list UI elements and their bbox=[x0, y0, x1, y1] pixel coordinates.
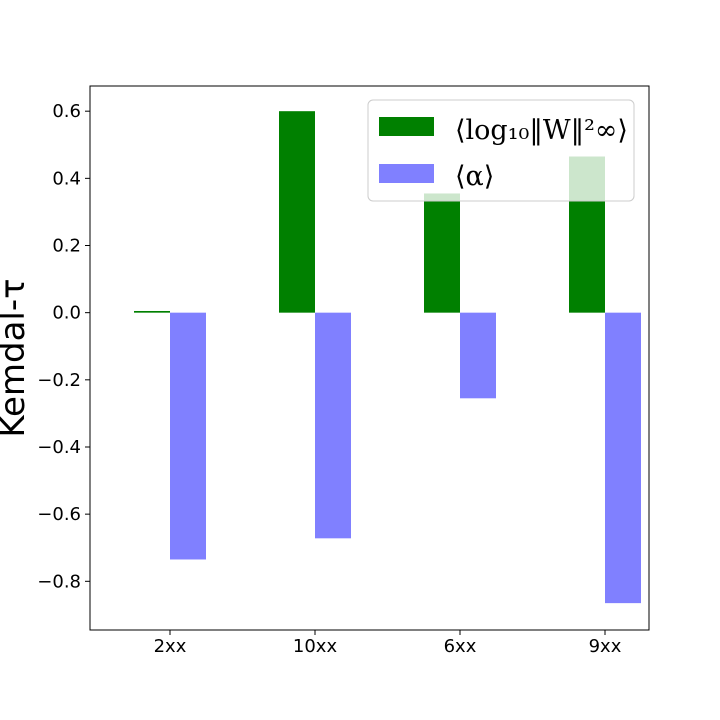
x-axis: 2xx 10xx 6xx 9xx bbox=[154, 630, 622, 657]
y-tick-label: 0.2 bbox=[52, 236, 81, 257]
bars-layer bbox=[134, 111, 641, 604]
bar-alpha-6xx bbox=[460, 312, 496, 399]
plot-frame bbox=[89, 85, 650, 631]
bar-alpha-2xx bbox=[170, 312, 206, 560]
bar-weight-norm-6xx bbox=[424, 193, 460, 313]
legend-frame bbox=[367, 99, 635, 202]
x-tick-label: 9xx bbox=[589, 636, 622, 657]
y-axis-title: Kemdal-τ bbox=[0, 278, 33, 437]
x-tick-label: 2xx bbox=[154, 636, 187, 657]
bar-alpha-9xx bbox=[605, 312, 641, 604]
x-tick-label: 10xx bbox=[293, 636, 338, 657]
legend-label-weight-norm: ⟨log₁₀‖W‖²∞⟩ bbox=[455, 115, 628, 146]
y-tick-label: 0.6 bbox=[52, 101, 81, 122]
legend: ⟨log₁₀‖W‖²∞⟩ ⟨α⟩ bbox=[367, 99, 635, 202]
y-tick-label: −0.6 bbox=[37, 504, 81, 525]
legend-swatch-weight-norm bbox=[379, 117, 434, 136]
bar-weight-norm-2xx bbox=[134, 310, 170, 313]
y-tick-label: 0.0 bbox=[52, 303, 81, 324]
y-tick-label: −0.2 bbox=[37, 370, 81, 391]
y-tick-label: −0.8 bbox=[37, 571, 81, 592]
y-tick-label: −0.4 bbox=[37, 437, 81, 458]
bar-weight-norm-10xx bbox=[279, 111, 315, 313]
x-tick-label: 6xx bbox=[444, 636, 477, 657]
y-tick-label: 0.4 bbox=[52, 168, 81, 189]
y-axis: 0.6 0.4 0.2 0.0 −0.2 −0.4 −0.6 −0.8 bbox=[37, 101, 90, 592]
legend-label-alpha: ⟨α⟩ bbox=[455, 161, 494, 192]
bar-alpha-10xx bbox=[315, 312, 351, 539]
legend-swatch-alpha bbox=[379, 164, 434, 183]
